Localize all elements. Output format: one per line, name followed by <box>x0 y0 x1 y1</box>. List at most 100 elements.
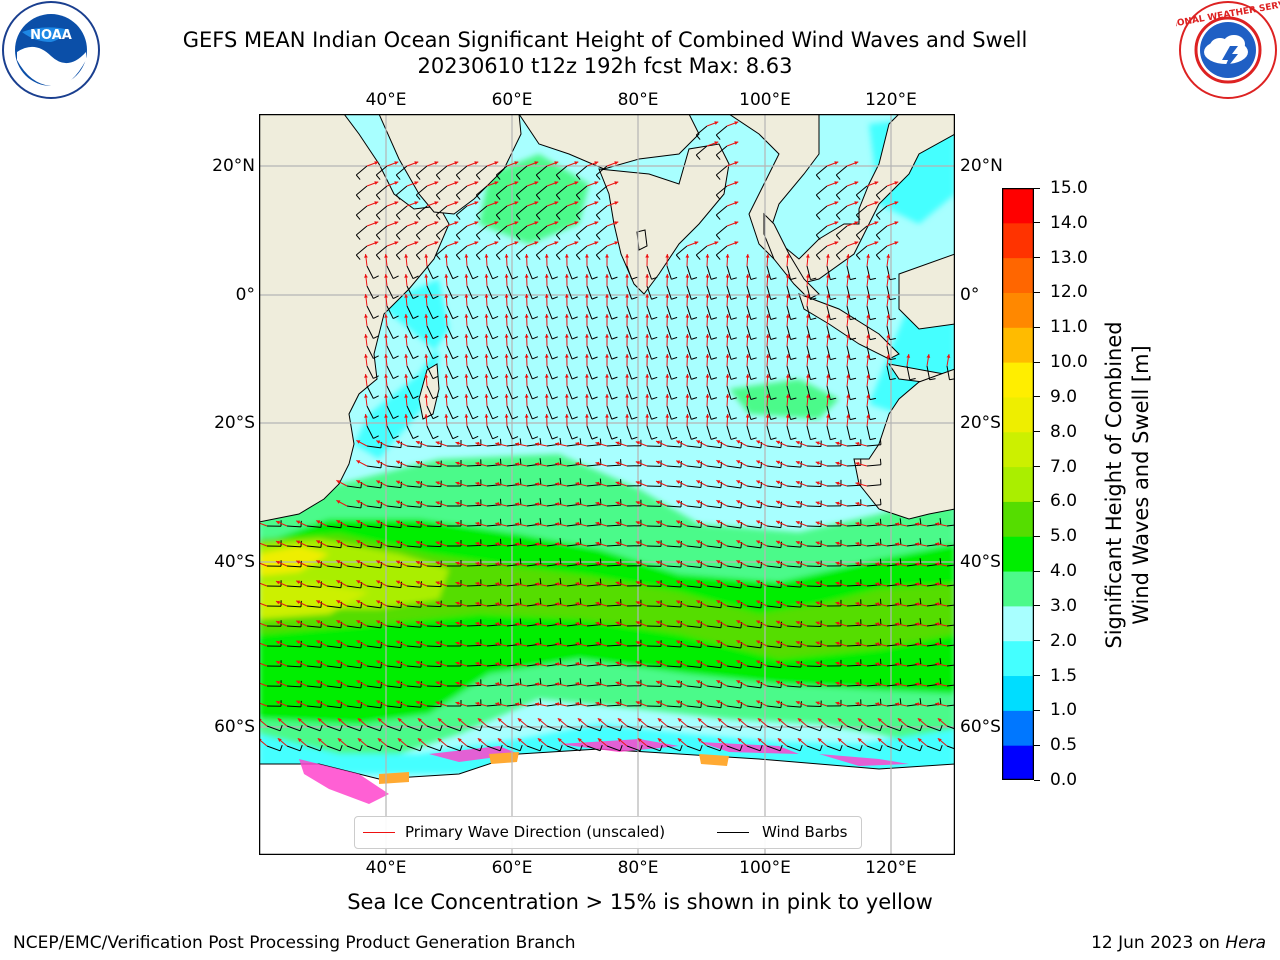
wind-barb-flag <box>869 297 877 301</box>
wave-arrow-head <box>834 221 839 225</box>
wind-barb <box>466 464 482 467</box>
wind-barb <box>826 745 841 752</box>
wave-arrow-head <box>676 540 681 545</box>
wind-barb <box>406 325 414 339</box>
wind-barb-flag <box>499 438 502 445</box>
wave-arrow-head <box>736 480 741 484</box>
wind-barb <box>726 565 741 569</box>
wave-arrow-head <box>517 738 522 743</box>
wind-barb <box>606 285 613 300</box>
wave-arrow-head <box>396 440 401 445</box>
wind-barb <box>686 445 701 448</box>
wind-barb <box>786 445 801 448</box>
colorbar-tick-mark <box>1034 500 1040 502</box>
wave-arrow-head <box>725 334 730 338</box>
wave-arrow-head <box>584 334 589 338</box>
colorbar-tick-label: 10.0 <box>1050 352 1088 373</box>
wave-arrow-head <box>734 141 739 145</box>
wind-barb <box>826 365 831 380</box>
wind-barb <box>766 665 781 669</box>
wave-arrow-head <box>424 394 429 398</box>
wind-barb-flag <box>373 435 379 439</box>
wave-arrow-head <box>435 541 440 545</box>
wave-arrow-head <box>854 181 859 185</box>
wave-arrow-head <box>535 522 540 527</box>
wave-arrow-head <box>835 481 840 486</box>
wind-barb <box>415 205 428 216</box>
wind-barb <box>866 504 881 507</box>
wind-barb-flag <box>515 194 521 200</box>
wave-arrow-head <box>736 560 741 564</box>
wind-barb <box>815 225 828 236</box>
wave-arrow-head <box>434 161 439 165</box>
wind-barb-flag <box>815 214 821 220</box>
colorbar-tick-mark <box>1034 466 1040 468</box>
wave-arrow-head <box>725 394 730 398</box>
wave-arrow-head <box>337 718 342 723</box>
wind-barb <box>426 545 442 548</box>
wind-barb <box>386 605 401 609</box>
wave-arrow-head <box>915 622 920 627</box>
wave-arrow-head <box>515 502 520 507</box>
wind-barb-flag <box>819 724 823 731</box>
wind-barb <box>486 405 494 420</box>
wave-arrow-head <box>495 502 500 506</box>
wind-barb <box>686 265 692 280</box>
wind-barb-flag <box>591 376 598 380</box>
wind-barb <box>606 405 613 420</box>
wind-barb-flag <box>412 315 419 320</box>
wave-arrow-head <box>776 560 781 565</box>
wind-barb-flag <box>551 396 558 400</box>
colorbar-tick-label: 0.0 <box>1050 770 1078 790</box>
wave-arrow-head <box>584 374 589 378</box>
wind-barb-flag <box>571 336 578 340</box>
wave-arrow-head <box>464 294 469 298</box>
wave-arrow-head <box>614 201 619 205</box>
wave-arrow-head <box>795 461 800 465</box>
wave-arrow-head <box>615 501 620 506</box>
wind-barb <box>346 685 361 689</box>
wave-arrow-head <box>495 642 500 646</box>
wind-barb <box>726 685 741 689</box>
wave-arrow-head <box>826 354 830 358</box>
wave-arrow-head <box>625 354 630 358</box>
wind-barb-flag <box>519 558 522 565</box>
wave-arrow-head <box>494 241 499 245</box>
wave-arrow-head <box>577 718 582 723</box>
wind-barb <box>866 524 881 527</box>
wind-barb <box>766 505 781 509</box>
wave-arrow-head <box>946 354 951 358</box>
wind-barb <box>746 285 752 300</box>
wind-barb-flag <box>399 724 403 731</box>
wind-barb <box>855 225 868 236</box>
lon-tick-bottom: 60°E <box>491 858 533 878</box>
wind-barb-flag <box>373 415 379 419</box>
wind-barb-flag <box>375 194 381 200</box>
wave-arrow-head <box>605 294 609 298</box>
chart-title: GEFS MEAN Indian Ocean Significant Heigh… <box>182 28 1028 52</box>
wave-arrow-head <box>356 480 361 484</box>
wave-arrow-head <box>534 241 539 245</box>
wind-barb <box>586 524 601 527</box>
wind-barb-flag <box>879 518 882 525</box>
wind-barb <box>715 145 728 156</box>
wave-arrow-head <box>364 274 368 278</box>
wind-barb <box>835 185 848 196</box>
wind-barb <box>715 165 728 176</box>
wind-barb-flag <box>432 415 439 420</box>
wind-barb <box>426 505 442 508</box>
wave-arrow-head <box>756 620 761 624</box>
wave-arrow-head <box>696 660 701 664</box>
wave-arrow-head <box>665 354 670 358</box>
wave-arrow-head <box>815 701 820 705</box>
wind-barb <box>866 464 881 467</box>
wave-arrow-head <box>805 414 810 418</box>
lon-tick-top: 120°E <box>865 90 917 110</box>
wind-barb <box>386 725 401 732</box>
wind-barb-flag <box>671 316 678 320</box>
wave-arrow-head <box>376 560 381 564</box>
wind-barb <box>586 584 601 587</box>
wave-arrow-head <box>396 580 401 585</box>
wind-barb <box>566 345 573 360</box>
wind-barb <box>426 705 442 708</box>
